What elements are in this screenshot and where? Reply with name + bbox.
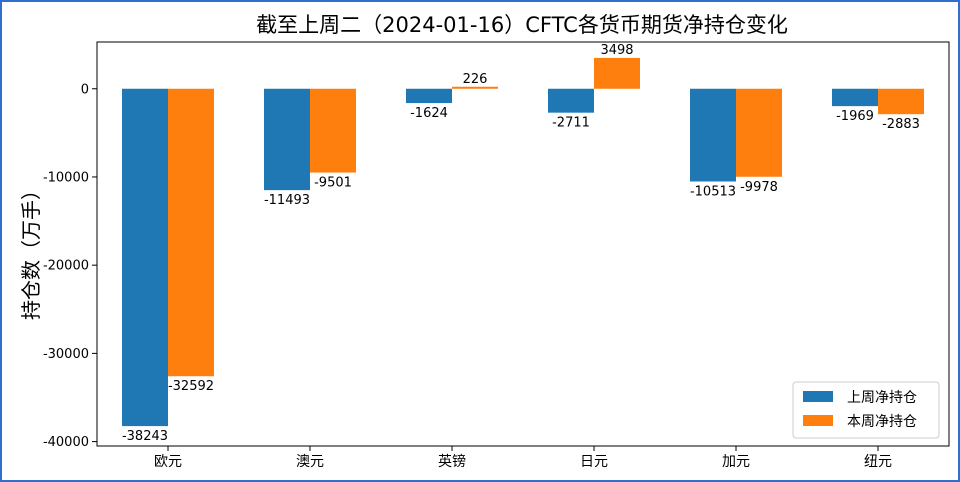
x-tick-label: 纽元 xyxy=(864,454,892,470)
bar-last-week xyxy=(690,88,736,182)
y-tick-label: 0 xyxy=(81,82,89,97)
legend: 上周净持仓 本周净持仓 xyxy=(792,381,940,439)
chart-title: 截至上周二（2024-01-16）CFTC各货币期货净持仓变化 xyxy=(256,13,788,37)
y-tick-label: -10000 xyxy=(43,170,89,185)
bar-last-week xyxy=(122,88,168,427)
data-label: 3498 xyxy=(600,43,633,58)
axes-frame xyxy=(96,41,950,447)
data-label: -2711 xyxy=(552,116,590,131)
bar-last-week xyxy=(264,88,310,191)
legend-label-last-week: 上周净持仓 xyxy=(847,390,917,406)
legend-label-this-week: 本周净持仓 xyxy=(847,414,917,430)
legend-swatch-this-week xyxy=(803,415,833,426)
data-label: -2883 xyxy=(882,117,920,132)
bar-this-week xyxy=(310,88,356,173)
bar-this-week xyxy=(594,57,640,89)
y-tick-label: -40000 xyxy=(43,435,89,450)
bar-this-week xyxy=(168,88,214,377)
data-label: -38243 xyxy=(122,429,168,444)
legend-swatch-last-week xyxy=(803,391,833,402)
bar-this-week xyxy=(878,88,924,115)
x-tick-label: 英镑 xyxy=(438,453,466,470)
data-label: -1624 xyxy=(410,106,448,121)
data-label: -11493 xyxy=(264,193,310,208)
data-label: -1969 xyxy=(836,109,874,124)
bar-last-week xyxy=(832,88,878,107)
x-tick-label: 日元 xyxy=(580,454,608,470)
y-axis-label: 持仓数（万手） xyxy=(19,180,43,320)
data-label: -9978 xyxy=(740,180,778,195)
data-label: 226 xyxy=(463,72,488,87)
data-label: -32592 xyxy=(168,379,214,394)
x-tick-label: 澳元 xyxy=(296,454,324,470)
bar-last-week xyxy=(548,88,594,113)
bar-this-week xyxy=(452,86,498,89)
x-tick-label: 加元 xyxy=(722,454,750,470)
bar-this-week xyxy=(736,88,782,177)
plot-area: 0 -10000 -20000 -30000 -40000 欧元 -38243 -32592 澳… xyxy=(43,41,950,470)
x-tick-label: 欧元 xyxy=(154,454,182,470)
y-tick-label: -30000 xyxy=(43,347,89,362)
bar-last-week xyxy=(406,88,452,104)
data-label: -9501 xyxy=(314,176,352,191)
y-tick-label: -20000 xyxy=(43,259,89,274)
data-label: -10513 xyxy=(690,184,736,199)
